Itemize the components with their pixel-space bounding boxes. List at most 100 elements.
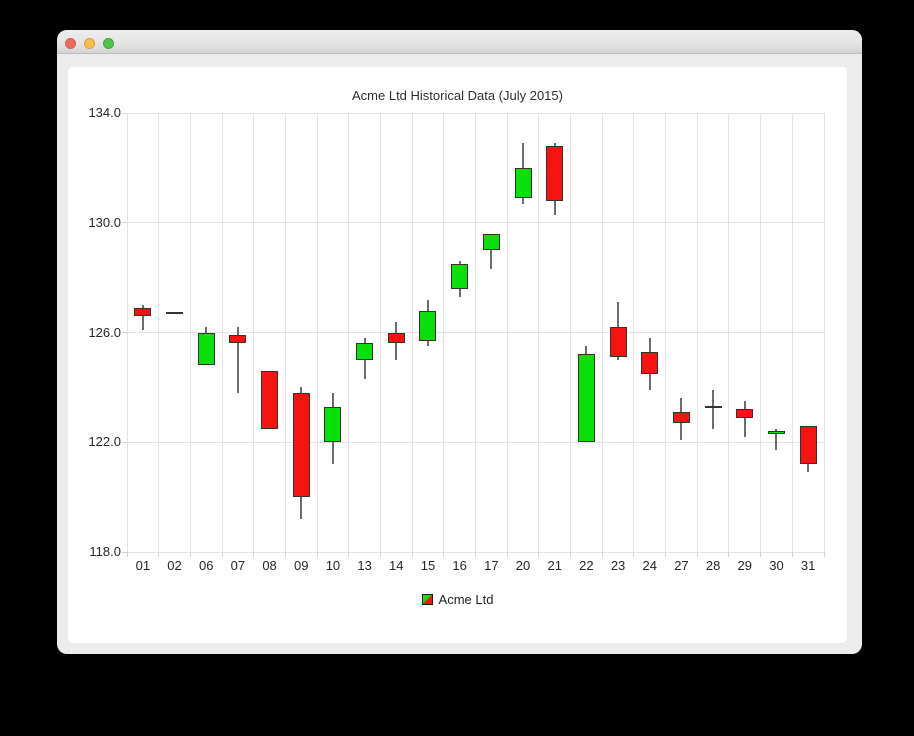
x-axis-label: 20 <box>515 558 531 573</box>
candle-wick-30 <box>775 428 778 451</box>
x-axis-tick <box>791 552 793 557</box>
candle-28 <box>704 405 722 408</box>
close-button[interactable] <box>65 38 76 49</box>
gridline-vertical <box>696 113 698 552</box>
x-axis-label: 28 <box>705 558 721 573</box>
candle-31 <box>799 425 817 465</box>
y-axis-label: 134.0 <box>88 105 121 120</box>
candle-23 <box>609 327 627 358</box>
gridline-vertical <box>823 113 825 552</box>
candle-06 <box>197 332 215 366</box>
candle-24 <box>641 351 659 374</box>
plot-area <box>122 112 825 557</box>
x-axis-label: 23 <box>610 558 626 573</box>
legend: Acme Ltd <box>68 592 847 607</box>
x-axis-tick <box>728 552 730 557</box>
x-axis-label: 06 <box>198 558 214 573</box>
candle-15 <box>419 310 437 341</box>
gridline-vertical <box>443 113 445 552</box>
candle-01 <box>134 307 152 317</box>
candle-09 <box>292 392 310 498</box>
gridline-vertical <box>728 113 730 552</box>
minimize-button[interactable] <box>84 38 95 49</box>
x-axis-label: 17 <box>484 558 499 573</box>
x-axis-label: 09 <box>294 558 309 573</box>
x-axis-label: 16 <box>452 558 467 573</box>
gridline-vertical <box>348 113 350 552</box>
candle-wick-17 <box>490 233 493 270</box>
gridline-vertical <box>189 113 191 552</box>
candle-08 <box>261 370 279 429</box>
candle-wick-28 <box>712 390 715 429</box>
x-axis-tick <box>601 552 603 557</box>
x-axis-tick <box>760 552 762 557</box>
x-axis-label: 15 <box>420 558 436 573</box>
gridline-vertical <box>253 113 255 552</box>
x-axis-label: 13 <box>357 558 372 573</box>
x-axis-label: 14 <box>389 558 404 573</box>
x-axis-label: 02 <box>167 558 182 573</box>
candle-07 <box>229 335 247 344</box>
y-axis-tick <box>122 441 127 443</box>
x-axis-label: 21 <box>547 558 562 573</box>
x-axis-tick <box>379 552 381 557</box>
gridline-vertical <box>633 113 635 552</box>
candle-30 <box>767 431 785 435</box>
legend-marker-icon <box>421 594 433 605</box>
candle-13 <box>356 343 374 360</box>
x-axis-label: 31 <box>800 558 816 573</box>
x-axis-label: 10 <box>325 558 341 573</box>
x-axis-label: 29 <box>737 558 753 573</box>
x-axis-tick <box>570 552 572 557</box>
candle-21 <box>546 145 564 201</box>
x-axis-label: 30 <box>769 558 784 573</box>
legend-label: Acme Ltd <box>438 592 494 607</box>
candle-wick-01 <box>141 305 144 330</box>
chart-title: Acme Ltd Historical Data (July 2015) <box>352 88 563 103</box>
candle-29 <box>736 409 754 418</box>
gridline-vertical <box>158 113 160 552</box>
candle-10 <box>324 406 342 443</box>
y-axis-label: 126.0 <box>88 324 121 340</box>
gridline-vertical <box>475 113 476 552</box>
gridline-vertical <box>316 113 318 552</box>
x-axis-tick <box>221 552 223 557</box>
y-axis-tick <box>122 112 127 114</box>
titlebar[interactable] <box>57 30 862 54</box>
x-axis-tick <box>475 552 476 557</box>
x-axis-tick <box>538 552 540 557</box>
gridline-vertical <box>665 113 667 552</box>
zoom-button[interactable] <box>103 38 114 49</box>
candle-14 <box>387 332 405 344</box>
gridline-vertical <box>284 113 286 552</box>
y-axis-label: 122.0 <box>88 434 121 450</box>
x-axis-label: 07 <box>230 558 246 573</box>
app-window: Acme Ltd Historical Data (July 2015) 134… <box>57 30 862 654</box>
x-axis-tick <box>665 552 667 557</box>
x-axis-tick <box>696 552 698 557</box>
x-axis-tick <box>633 552 635 557</box>
x-axis-tick <box>348 552 350 557</box>
x-axis-label: 22 <box>579 558 594 573</box>
x-axis-tick <box>189 552 191 557</box>
gridline-vertical <box>379 113 381 552</box>
candle-wick-07 <box>236 327 239 393</box>
candle-02 <box>166 312 184 315</box>
x-axis-tick <box>506 552 508 557</box>
traffic-lights <box>65 38 114 49</box>
gridline-vertical <box>570 113 572 552</box>
y-axis-tick <box>122 551 127 553</box>
x-axis-label: 27 <box>674 558 689 573</box>
candle-17 <box>482 233 500 251</box>
x-axis-label: 08 <box>262 558 277 573</box>
x-axis-tick <box>411 552 413 557</box>
gridline-vertical <box>411 113 413 552</box>
chart-card: Acme Ltd Historical Data (July 2015) 134… <box>68 67 847 643</box>
candle-27 <box>672 412 690 424</box>
x-axis-label: 24 <box>642 558 657 573</box>
x-axis-tick <box>284 552 286 557</box>
gridline-vertical <box>760 113 762 552</box>
candle-22 <box>577 354 595 443</box>
x-axis-label: 01 <box>135 558 151 573</box>
